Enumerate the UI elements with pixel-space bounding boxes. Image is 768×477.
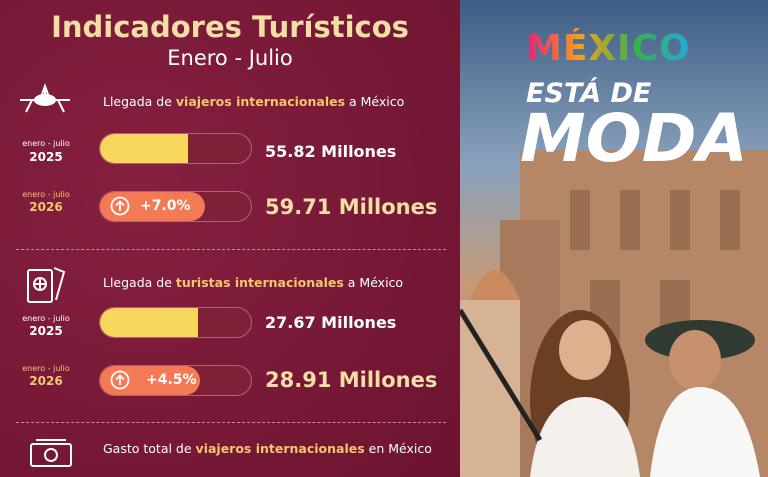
text: viajeros internacionales	[195, 441, 365, 456]
headline: MODA	[520, 100, 748, 177]
text: a México	[343, 275, 404, 290]
text: turistas internacionales	[175, 275, 344, 290]
period: enero - julio	[22, 314, 70, 323]
period: enero - julio	[22, 190, 70, 199]
period: enero - julio	[22, 139, 70, 148]
photo-scene	[460, 150, 768, 477]
progress-bar	[99, 307, 252, 338]
value: 28.91 Millones	[265, 368, 438, 392]
title: Indicadores Turísticos	[51, 10, 409, 44]
period: enero - julio	[22, 364, 70, 373]
subtitle: Enero - Julio	[167, 46, 293, 70]
tagline: ESTÁ DE	[526, 78, 652, 109]
brand: MÉXICO	[526, 28, 691, 69]
year: 2025	[29, 324, 63, 338]
section-label: Llegada de viajeros internacionales a Mé…	[103, 94, 404, 109]
year: 2026	[29, 374, 63, 388]
section-label: Gasto total de viajeros internacionales …	[103, 441, 432, 456]
year: 2026	[29, 200, 63, 214]
stats-panel: Indicadores Turísticos Enero - Julio Lle…	[0, 0, 460, 477]
value: 59.71 Millones	[265, 195, 438, 219]
money-icon	[30, 439, 72, 467]
year: 2025	[29, 150, 63, 164]
text: Llegada de	[103, 94, 176, 109]
text: Llegada de	[103, 275, 176, 290]
promo-photo: MÉXICO ESTÁ DE MODA	[460, 0, 768, 477]
section-label: Llegada de turistas internacionales a Mé…	[103, 275, 403, 290]
text: en México	[364, 441, 432, 456]
text: Gasto total de	[103, 441, 196, 456]
progress-bar	[99, 133, 252, 164]
value: 55.82 Millones	[265, 142, 397, 161]
plane-icon	[20, 83, 70, 113]
progress-bar: +7.0%	[99, 191, 252, 222]
value: 27.67 Millones	[265, 313, 397, 332]
change: +7.0%	[140, 198, 191, 214]
change: +4.5%	[146, 372, 197, 388]
progress-bar: +4.5%	[99, 365, 252, 396]
divider	[16, 422, 446, 423]
divider	[16, 249, 446, 250]
text: a México	[345, 94, 405, 109]
passport-icon	[27, 267, 66, 303]
text: viajeros internacionales	[175, 94, 346, 109]
